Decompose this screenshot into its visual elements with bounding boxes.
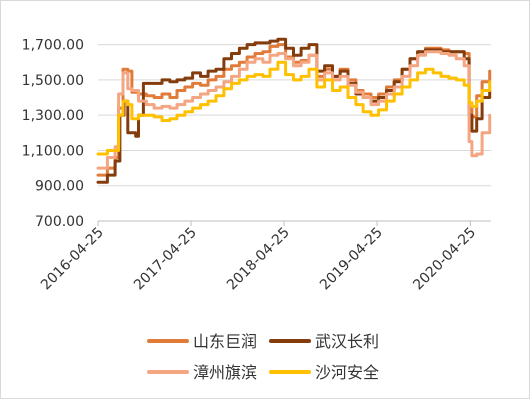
x-tick-label: 2018-04-25 (224, 225, 293, 294)
y-tick-label: 1,100.00 (22, 143, 84, 159)
x-tick-label: 2020-04-25 (410, 225, 479, 294)
series-line-4 (96, 60, 492, 156)
x-axis: 2016-04-25 2017-04-25 2018-04-25 2019-04-25… (38, 220, 491, 294)
x-tick-label: 2016-04-25 (38, 225, 107, 294)
series-line-3 (96, 50, 492, 170)
y-tick-label: 1,500.00 (22, 73, 84, 89)
legend-label-3: 漳州旗滨 (193, 363, 257, 382)
y-tick-label: 700.00 (35, 214, 84, 230)
series-line-1 (96, 43, 492, 177)
legend-label-2: 武汉长利 (315, 332, 379, 351)
series-layer (96, 37, 492, 184)
y-tick-label: 1,300.00 (22, 108, 84, 124)
y-tick-label: 900.00 (35, 179, 84, 195)
y-axis: 700.00 900.00 1,100.00 1,300.00 1,500.00 1,70… (22, 38, 84, 230)
y-tick-label: 1,700.00 (22, 38, 84, 54)
legend-label-1: 山东巨润 (193, 332, 257, 351)
x-tick-label: 2019-04-25 (317, 225, 386, 294)
legend-label-4: 沙河安全 (315, 363, 379, 382)
x-tick-label: 2017-04-25 (131, 225, 200, 294)
